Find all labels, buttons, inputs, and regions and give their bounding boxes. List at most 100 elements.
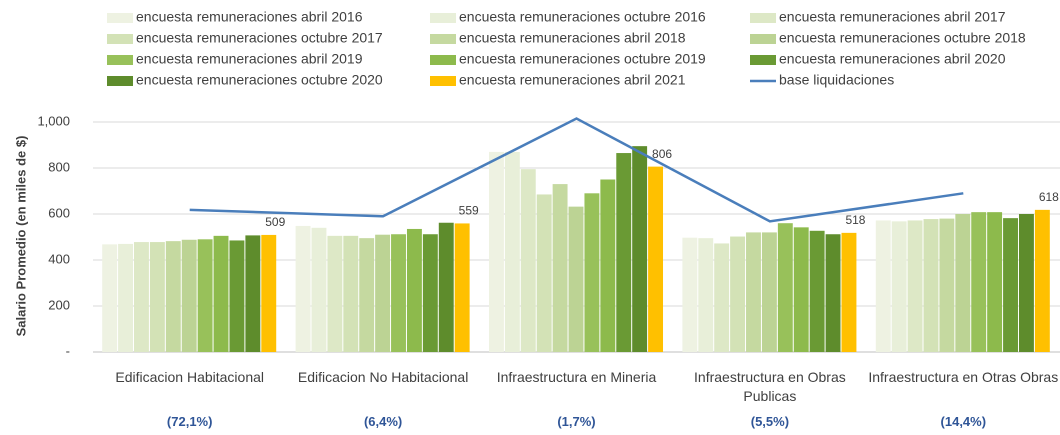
bar xyxy=(923,219,939,352)
legend-label: base liquidaciones xyxy=(779,72,894,88)
legend-swatch xyxy=(107,55,133,65)
bar xyxy=(261,234,277,352)
data-label: 518 xyxy=(845,213,865,227)
bar xyxy=(793,227,809,352)
legend-label: encuesta remuneraciones abril 2019 xyxy=(136,51,363,67)
bar xyxy=(891,221,907,352)
y-tick-label: 600 xyxy=(48,205,70,220)
y-tick-label: 1,000 xyxy=(37,113,70,128)
bar xyxy=(730,236,746,352)
bar xyxy=(552,184,568,352)
bar xyxy=(907,220,923,352)
bar xyxy=(1034,209,1050,352)
bar xyxy=(504,151,520,352)
category-note: (6,4%) xyxy=(363,414,403,429)
bar xyxy=(777,223,793,352)
bar xyxy=(682,237,698,352)
legend-swatch xyxy=(430,55,456,65)
data-label: 559 xyxy=(459,204,479,218)
legend-swatch xyxy=(107,76,133,86)
bar xyxy=(939,218,955,352)
y-axis-label: Salario Promedio (en miles de $) xyxy=(13,136,28,337)
legend-swatch xyxy=(107,13,133,23)
bar xyxy=(102,244,118,352)
legend-swatch xyxy=(430,34,456,44)
data-label: 509 xyxy=(265,215,285,229)
bar xyxy=(520,169,536,352)
legend-swatch xyxy=(750,55,776,65)
bar xyxy=(295,225,311,352)
bar xyxy=(311,227,327,352)
legend-swatch xyxy=(430,13,456,23)
category-note: (72,1%) xyxy=(166,414,213,429)
bar xyxy=(422,234,438,352)
bar xyxy=(714,243,730,352)
legend-label: encuesta remuneraciones octubre 2018 xyxy=(779,30,1026,46)
bar xyxy=(118,243,134,352)
y-tick-label: - xyxy=(66,343,70,358)
bar xyxy=(600,179,616,352)
bar xyxy=(488,151,504,352)
x-tick-label: Infraestructura en Otras Obras xyxy=(868,369,1059,385)
x-tick-label: Infraestructura en Mineria xyxy=(496,369,657,385)
bar xyxy=(375,234,391,352)
bar xyxy=(761,232,777,352)
y-tick-label: 400 xyxy=(48,251,70,266)
bar xyxy=(584,193,600,352)
bar xyxy=(648,166,664,352)
legend-label: encuesta remuneraciones octubre 2017 xyxy=(136,30,383,46)
bar xyxy=(825,234,841,352)
legend-label: encuesta remuneraciones abril 2020 xyxy=(779,51,1006,67)
legend-swatch xyxy=(430,76,456,86)
bar xyxy=(391,234,406,352)
bar xyxy=(181,239,197,352)
legend-label: encuesta remuneraciones abril 2017 xyxy=(779,9,1006,25)
x-tick-label: Edificacion No Habitacional xyxy=(297,369,469,385)
legend-swatch xyxy=(107,34,133,44)
bar xyxy=(406,228,422,352)
bar xyxy=(454,223,470,352)
x-tick-label: Edificacion Habitacional xyxy=(115,369,264,385)
data-label: 806 xyxy=(652,147,672,161)
bar xyxy=(1003,218,1018,352)
legend-label: encuesta remuneraciones octubre 2019 xyxy=(459,51,706,67)
legend-label: encuesta remuneraciones octubre 2020 xyxy=(136,72,383,88)
legend-label: encuesta remuneraciones abril 2018 xyxy=(459,30,686,46)
bar xyxy=(149,242,165,352)
y-tick-label: 200 xyxy=(48,297,70,312)
x-tick-label: Infraestructura en Obras Publicas xyxy=(694,369,846,404)
legend-label: encuesta remuneraciones octubre 2016 xyxy=(459,9,706,25)
bar xyxy=(327,235,343,352)
bar xyxy=(438,222,454,352)
bar xyxy=(568,206,584,352)
bar xyxy=(632,146,648,352)
bar xyxy=(987,212,1003,352)
bar xyxy=(746,232,761,352)
bar xyxy=(134,242,149,352)
bar xyxy=(165,241,181,352)
legend-swatch xyxy=(750,13,776,23)
bar xyxy=(197,239,213,352)
bar xyxy=(809,230,825,352)
bar xyxy=(698,238,714,352)
bar xyxy=(971,212,987,352)
bar xyxy=(875,220,891,352)
category-note: (5,5%) xyxy=(750,414,790,429)
bar xyxy=(359,238,375,352)
bar xyxy=(841,232,857,352)
bar xyxy=(536,194,552,352)
bar xyxy=(955,214,971,352)
line-series xyxy=(189,117,964,223)
bar xyxy=(245,235,261,352)
bar xyxy=(343,235,359,352)
bar xyxy=(1018,214,1034,352)
y-tick-label: 800 xyxy=(48,159,70,174)
bar xyxy=(229,240,245,352)
legend-swatch xyxy=(750,34,776,44)
bar xyxy=(616,153,632,352)
category-note: (1,7%) xyxy=(557,414,596,429)
legend-label: encuesta remuneraciones abril 2021 xyxy=(459,72,686,88)
data-label: 618 xyxy=(1039,190,1059,204)
